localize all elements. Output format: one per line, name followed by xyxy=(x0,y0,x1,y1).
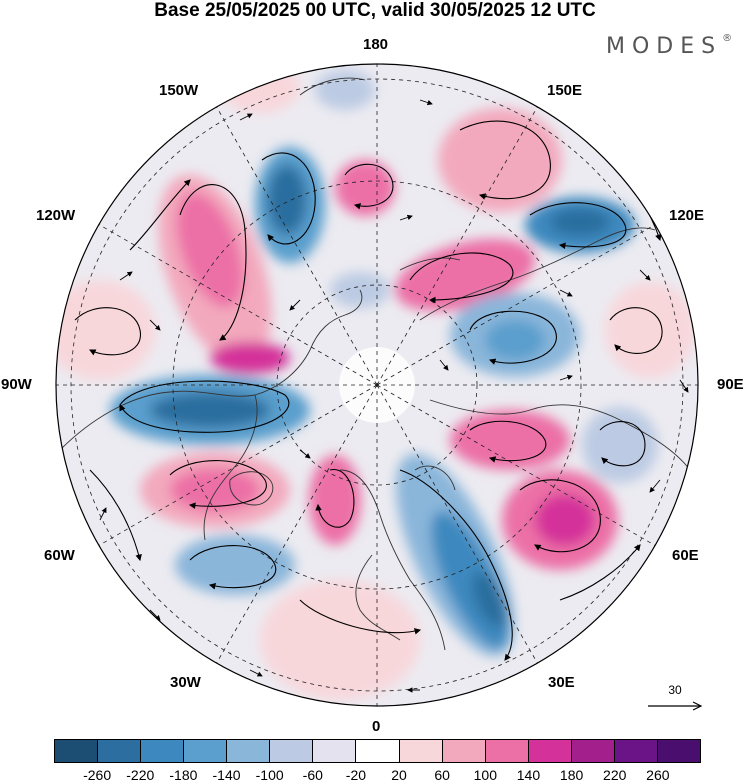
colorbar-cell xyxy=(270,740,314,762)
colorbar-cell xyxy=(571,740,615,762)
colorbar-cell xyxy=(184,740,228,762)
negative-anomaly xyxy=(582,407,658,483)
positive-anomaly xyxy=(335,160,395,216)
negative-anomaly xyxy=(175,535,295,595)
positive-anomaly xyxy=(220,64,300,113)
colorbar-ticks: -260 -220 -180 -140 -100 -60 -20 20 60 100 140 180 2… xyxy=(54,767,701,783)
lon-label-90w: 90W xyxy=(1,376,32,393)
lon-label-180: 180 xyxy=(363,36,389,53)
colorbar-cell xyxy=(141,740,185,762)
lon-label-0: 0 xyxy=(372,718,381,735)
reference-vector: 30 xyxy=(646,683,704,713)
colorbar-cell xyxy=(313,740,357,762)
positive-anomaly xyxy=(170,468,260,512)
lon-label-90e: 90E xyxy=(717,376,744,393)
colorbar-tick-label: 180 xyxy=(559,767,584,783)
lon-label-120w: 120W xyxy=(36,207,76,224)
colorbar-tick-label: -180 xyxy=(169,767,198,783)
colorbar-cell xyxy=(614,740,658,762)
colorbar-tick-label: -140 xyxy=(212,767,241,783)
registered-mark: ® xyxy=(722,32,733,44)
colorbar-tick-label: 220 xyxy=(603,767,627,783)
colorbar-cell xyxy=(356,740,400,762)
colorbar-cell xyxy=(485,740,529,762)
positive-anomaly xyxy=(210,342,290,374)
lon-label-30w: 30W xyxy=(170,674,201,691)
positive-anomaly xyxy=(605,282,695,378)
streamlines xyxy=(74,120,663,661)
lon-label-30e: 30E xyxy=(548,674,575,691)
lon-label-60w: 60W xyxy=(44,547,75,564)
colorbar-cell xyxy=(657,740,700,762)
reference-vector-label: 30 xyxy=(668,683,682,697)
colorbar-tick-label: -20 xyxy=(345,767,367,783)
colorbar-tick-label: 260 xyxy=(646,767,670,783)
map-title: Base 25/05/2025 00 UTC, valid 30/05/2025… xyxy=(154,0,596,21)
colorbar-cell xyxy=(399,740,443,762)
positive-anomaly xyxy=(260,580,420,700)
negative-anomaly xyxy=(150,392,270,428)
anomaly-field xyxy=(56,64,698,706)
reference-arrow-icon xyxy=(648,701,703,711)
negative-anomaly xyxy=(485,320,545,360)
colorbar-cell xyxy=(442,740,486,762)
positive-anomaly xyxy=(535,494,595,546)
lon-label-150e: 150E xyxy=(547,82,583,99)
negative-anomaly xyxy=(315,70,375,110)
lon-label-60e: 60E xyxy=(672,547,699,564)
brand-text: MODES xyxy=(606,34,723,59)
polar-map xyxy=(55,63,699,707)
positive-anomaly xyxy=(56,280,155,380)
wind-vectors xyxy=(99,99,689,693)
colorbar-cell xyxy=(55,740,99,762)
colorbar-tick-label: -220 xyxy=(126,767,155,783)
modes-logo: MODES® xyxy=(606,32,733,59)
positive-anomaly xyxy=(309,455,361,545)
colorbar-tick-label: 20 xyxy=(391,767,407,783)
negative-anomaly xyxy=(550,208,610,236)
negative-anomaly xyxy=(267,165,307,235)
colorbar-tick-label: -260 xyxy=(83,767,112,783)
colorbar-cell xyxy=(528,740,572,762)
colorbar-tick-label: 100 xyxy=(473,767,498,783)
negative-anomaly xyxy=(472,572,508,628)
map-boundary xyxy=(55,63,699,707)
colorbar-tick-label: -100 xyxy=(255,767,284,783)
colorbar-tick-label: -60 xyxy=(302,767,323,783)
positive-anomaly xyxy=(176,192,244,308)
colorbar-tick-label: 140 xyxy=(516,767,541,783)
colorbar xyxy=(54,739,701,763)
lon-label-120e: 120E xyxy=(669,207,705,224)
graticule xyxy=(56,64,698,706)
lon-label-150w: 150W xyxy=(159,82,199,99)
colorbar-cell xyxy=(227,740,271,762)
colorbar-tick-label: 60 xyxy=(434,767,450,783)
positive-anomaly xyxy=(438,108,562,212)
colorbar-cell xyxy=(98,740,142,762)
